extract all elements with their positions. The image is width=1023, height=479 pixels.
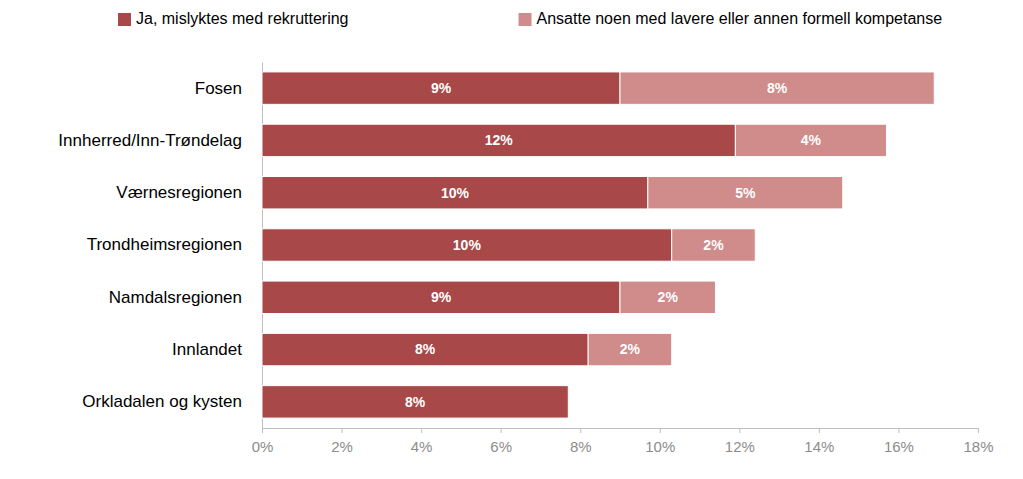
bar bbox=[620, 72, 934, 104]
chart: 0% 2% 4% 6% 8% 10% 12% 14% 16% 18% Fosen Innherred/… bbox=[0, 0, 1023, 479]
x-tick-label: 0% bbox=[252, 438, 274, 455]
bar bbox=[588, 333, 672, 365]
x-tick: 6% bbox=[490, 428, 512, 455]
x-tick-label: 4% bbox=[411, 438, 433, 455]
data-label: 8% bbox=[767, 80, 788, 96]
bar bbox=[262, 177, 648, 209]
legend-swatch bbox=[519, 13, 532, 26]
bars bbox=[262, 72, 934, 418]
x-tick: 4% bbox=[411, 428, 433, 455]
category-label: Namdalsregionen bbox=[109, 288, 242, 307]
y-tick: Namdalsregionen bbox=[109, 288, 242, 307]
x-tick: 0% bbox=[252, 428, 274, 455]
x-tick-mark bbox=[342, 428, 343, 433]
y-tick: Fosen bbox=[195, 79, 242, 98]
legend-label: Ja, mislyktes med rekruttering bbox=[136, 10, 349, 27]
x-tick-label: 6% bbox=[490, 438, 512, 455]
data-label: 2% bbox=[658, 289, 679, 305]
x-tick-mark bbox=[739, 428, 740, 433]
bar bbox=[648, 177, 843, 209]
x-tick: 10% bbox=[645, 428, 675, 455]
category-label: Fosen bbox=[195, 79, 242, 98]
y-tick: Innherred/Inn-Trøndelag bbox=[58, 131, 242, 150]
x-tick-mark bbox=[421, 428, 422, 433]
x-tick-label: 14% bbox=[804, 438, 834, 455]
x-tick: 2% bbox=[331, 428, 353, 455]
bar bbox=[262, 281, 620, 313]
y-tick: Innlandet bbox=[172, 340, 242, 359]
legend: Ja, mislyktes med rekruttering Ansatte no… bbox=[118, 10, 942, 27]
x-tick-label: 18% bbox=[963, 438, 993, 455]
category-label: Innlandet bbox=[172, 340, 242, 359]
x-tick: 12% bbox=[725, 428, 755, 455]
legend-item: Ja, mislyktes med rekruttering bbox=[118, 10, 349, 27]
data-label: 10% bbox=[441, 185, 470, 201]
bar bbox=[262, 386, 568, 418]
category-label: Værnesregionen bbox=[116, 183, 242, 202]
bar bbox=[672, 229, 756, 261]
y-tick: Orkladalen og kysten bbox=[82, 392, 242, 411]
data-label: 8% bbox=[405, 394, 426, 410]
legend-label: Ansatte noen med lavere eller annen form… bbox=[537, 10, 943, 27]
data-label: 12% bbox=[485, 132, 514, 148]
category-label: Trondheimsregionen bbox=[87, 235, 242, 254]
bar bbox=[262, 124, 735, 156]
data-label: 9% bbox=[431, 80, 452, 96]
bar bbox=[262, 333, 588, 365]
x-tick-mark bbox=[580, 428, 581, 433]
category-label: Innherred/Inn-Trøndelag bbox=[58, 131, 242, 150]
data-label: 10% bbox=[453, 237, 482, 253]
bar bbox=[262, 229, 672, 261]
x-tick-mark bbox=[501, 428, 502, 433]
category-label: Orkladalen og kysten bbox=[82, 392, 242, 411]
x-tick: 14% bbox=[804, 428, 834, 455]
y-tick: Trondheimsregionen bbox=[87, 235, 242, 254]
x-tick: 16% bbox=[884, 428, 914, 455]
data-label: 2% bbox=[703, 237, 724, 253]
bar bbox=[262, 72, 620, 104]
x-tick-label: 2% bbox=[331, 438, 353, 455]
x-axis: 0% 2% 4% 6% 8% 10% 12% 14% 16% 18% bbox=[252, 428, 994, 455]
x-tick-mark bbox=[978, 428, 979, 433]
data-label: 4% bbox=[801, 132, 822, 148]
bar bbox=[568, 386, 569, 418]
y-tick: Værnesregionen bbox=[116, 183, 242, 202]
x-tick-label: 8% bbox=[570, 438, 592, 455]
x-tick: 8% bbox=[570, 428, 592, 455]
data-label: 8% bbox=[415, 341, 436, 357]
x-tick: 18% bbox=[963, 428, 993, 455]
bar bbox=[735, 124, 886, 156]
y-axis: Fosen Innherred/Inn-Trøndelag Værnesregion… bbox=[58, 63, 262, 429]
x-tick-label: 10% bbox=[645, 438, 675, 455]
x-tick-mark bbox=[262, 428, 263, 433]
x-tick-mark bbox=[898, 428, 899, 433]
data-label: 5% bbox=[735, 185, 756, 201]
x-tick-label: 12% bbox=[725, 438, 755, 455]
x-tick-label: 16% bbox=[884, 438, 914, 455]
x-axis-line bbox=[263, 428, 979, 429]
data-label: 2% bbox=[620, 341, 641, 357]
data-labels: 9% 8% 12% 4% 10% 5% 10% 2% 9% 2% 8% 2% 8% bbox=[405, 80, 822, 410]
bar bbox=[620, 281, 715, 313]
x-tick-mark bbox=[660, 428, 661, 433]
x-tick-mark bbox=[819, 428, 820, 433]
legend-swatch bbox=[118, 13, 131, 26]
data-label: 9% bbox=[431, 289, 452, 305]
legend-item: Ansatte noen med lavere eller annen form… bbox=[519, 10, 943, 27]
